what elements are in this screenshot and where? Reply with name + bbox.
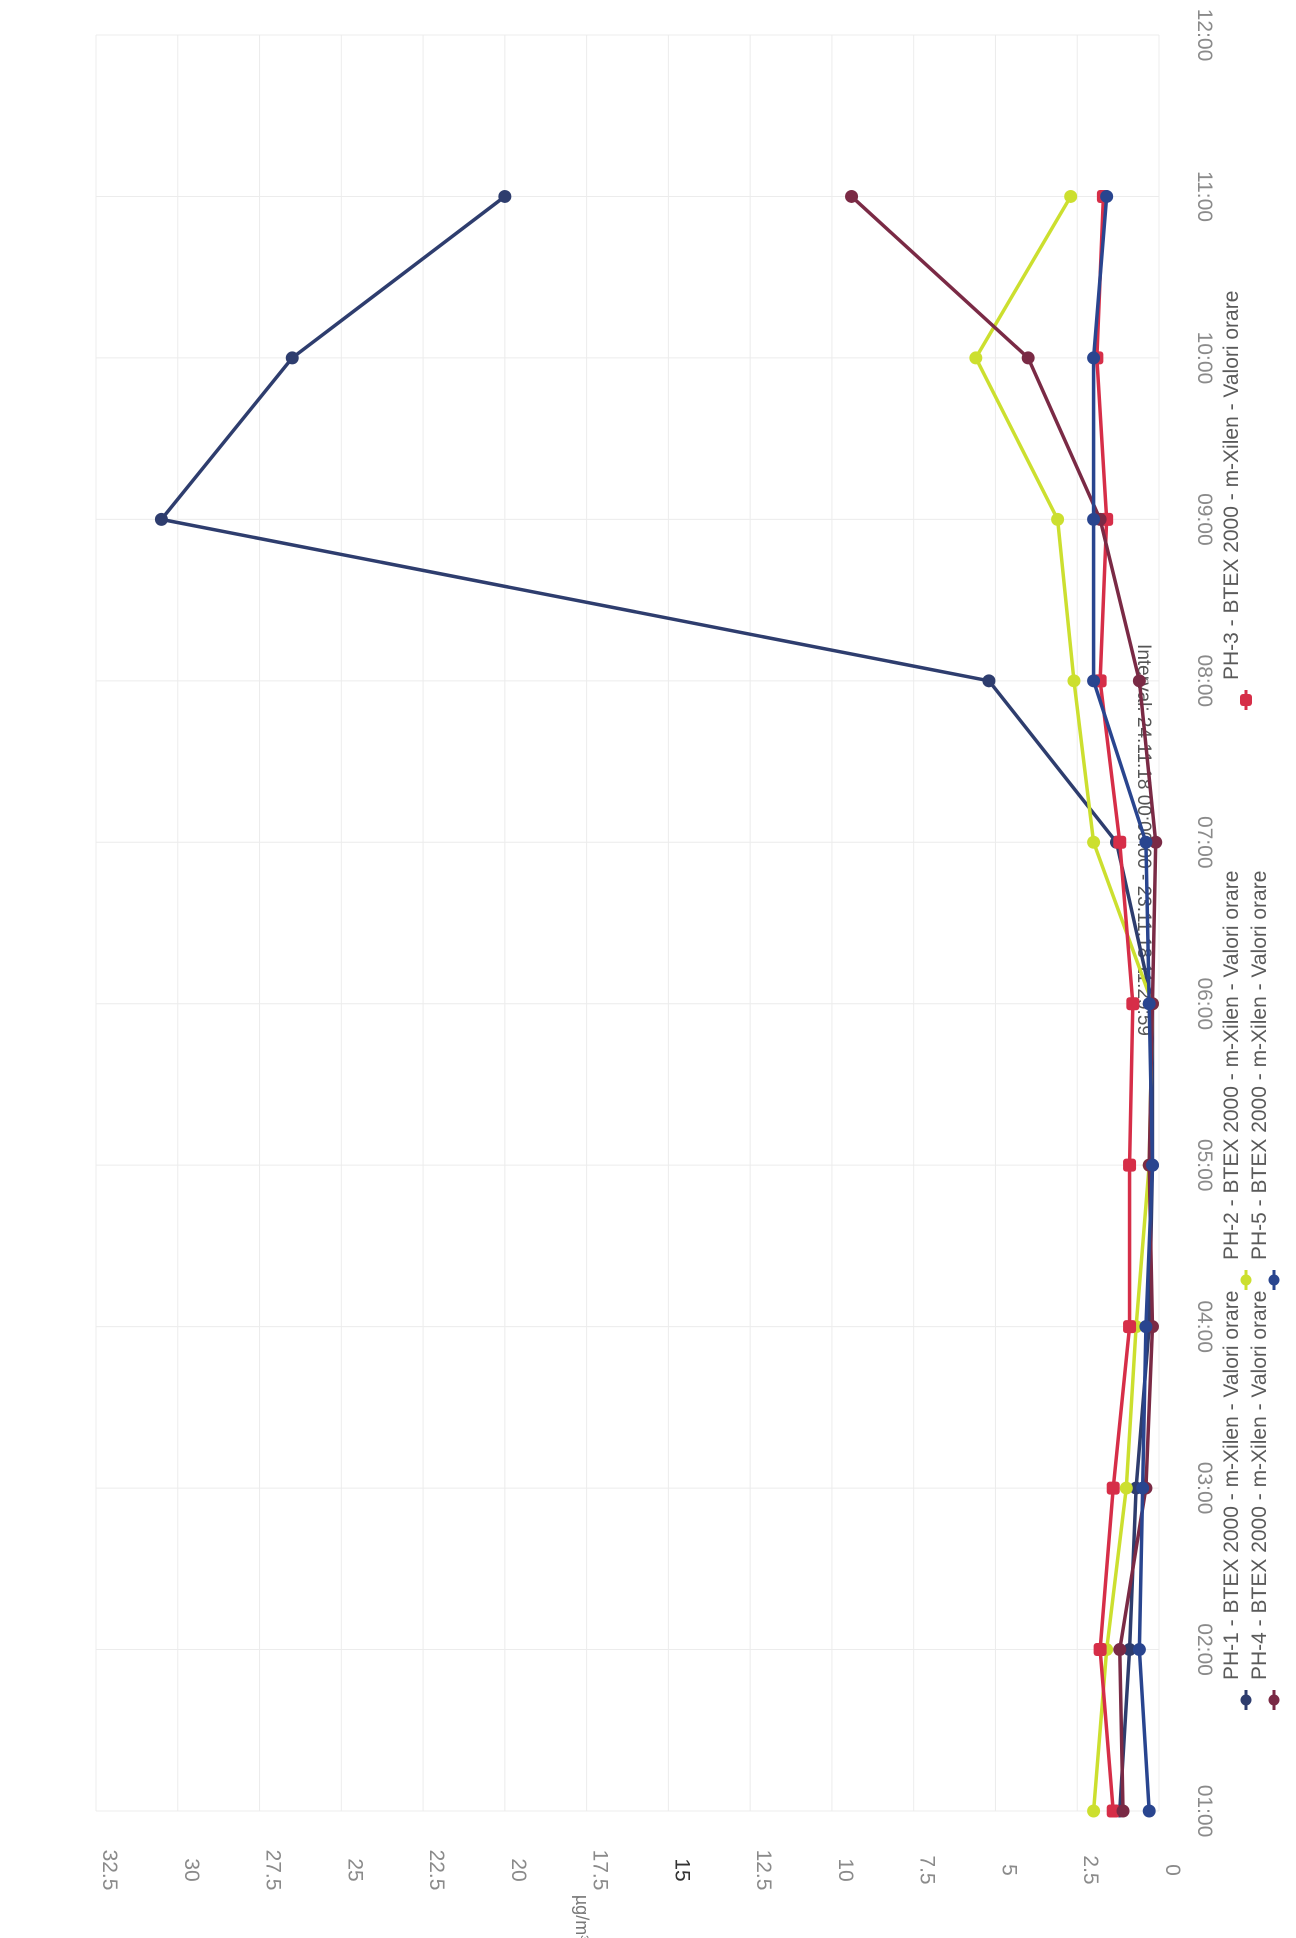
data-point [498, 189, 512, 203]
data-point [1136, 1481, 1150, 1495]
data-point [285, 351, 299, 365]
data-point [1142, 997, 1156, 1011]
x-tick-label: 01:00 [1193, 1785, 1216, 1838]
data-point [1051, 512, 1065, 526]
data-point [1100, 189, 1114, 203]
y-axis-ticks: 0 2.5 5 7.5 10 12.5 15 17.5 20 22.5 25 27.5 30 32.5 [98, 1850, 1184, 1891]
data-point [1113, 1643, 1127, 1657]
x-tick-label: 04:00 [1193, 1300, 1216, 1353]
y-tick-label: 17.5 [589, 1850, 612, 1891]
data-point [1123, 1320, 1137, 1334]
x-tick-label: 06:00 [1193, 977, 1216, 1030]
legend-swatch-marker [1240, 1274, 1252, 1286]
x-tick-label: 07:00 [1193, 816, 1216, 869]
grid-layer [95, 34, 1160, 1812]
data-point [845, 189, 859, 203]
y-tick-label: 2.5 [1079, 1855, 1102, 1884]
data-point [1145, 1158, 1159, 1172]
y-tick-label: 12.5 [752, 1850, 775, 1891]
data-point [1139, 835, 1153, 849]
legend-item: PH-1 - BTEX 2000 - m-Xilen - Valori orar… [1220, 1291, 1252, 1710]
data-point [154, 512, 168, 526]
legend-item: PH-3 - BTEX 2000 - m-Xilen - Valori orar… [1220, 291, 1252, 710]
legend-label: PH-1 - BTEX 2000 - m-Xilen - Valori orar… [1220, 1291, 1243, 1680]
legend-swatch-marker [1240, 1694, 1252, 1706]
x-tick-label: 12:00 [1193, 9, 1216, 62]
y-tick-label: 0 [1161, 1864, 1184, 1876]
x-tick-label: 09:00 [1193, 493, 1216, 546]
legend-item: PH-4 - BTEX 2000 - m-Xilen - Valori orar… [1248, 1291, 1280, 1710]
data-point [1106, 1481, 1120, 1495]
y-tick-label: 5 [997, 1864, 1020, 1876]
y-tick-label: 27.5 [262, 1850, 285, 1891]
data-point [1093, 1643, 1107, 1657]
data-point [1116, 1804, 1130, 1818]
y-axis-label: µg/m³ [572, 1895, 592, 1938]
x-tick-label: 02:00 [1193, 1623, 1216, 1676]
data-point [1142, 1804, 1156, 1818]
legend-label: PH-2 - BTEX 2000 - m-Xilen - Valori orar… [1220, 871, 1243, 1260]
series-layer [154, 189, 1163, 1818]
legend-swatch-marker [1268, 1694, 1280, 1706]
data-point [1067, 674, 1081, 688]
x-axis-ticks: 01:00 02:00 03:00 04:00 05:00 06:00 07:00 08:00… [1193, 9, 1216, 1838]
x-tick-label: 10:00 [1193, 332, 1216, 385]
data-point [1123, 1158, 1137, 1172]
legend-item: PH-2 - BTEX 2000 - m-Xilen - Valori orar… [1220, 871, 1252, 1290]
data-point [1123, 1643, 1137, 1657]
legend-label: PH-5 - BTEX 2000 - m-Xilen - Valori orar… [1248, 871, 1271, 1260]
data-point [1087, 1804, 1101, 1818]
y-tick-label: 10 [834, 1858, 857, 1881]
data-point [1087, 835, 1101, 849]
data-point [1132, 674, 1146, 688]
data-point [1087, 512, 1101, 526]
data-point [982, 674, 996, 688]
legend: PH-1 - BTEX 2000 - m-Xilen - Valori orar… [1220, 291, 1280, 1710]
data-point [1132, 1643, 1146, 1657]
y-tick-label: 15 [670, 1858, 693, 1881]
y-tick-label: 22.5 [425, 1850, 448, 1891]
legend-label: PH-4 - BTEX 2000 - m-Xilen - Valori orar… [1248, 1291, 1271, 1680]
legend-swatch-marker [1268, 1274, 1280, 1286]
y-tick-label: 20 [507, 1858, 530, 1881]
x-tick-label: 03:00 [1193, 1462, 1216, 1515]
series-5 [1087, 189, 1159, 1818]
data-point [1119, 1481, 1133, 1495]
x-tick-label: 08:00 [1193, 655, 1216, 708]
y-tick-label: 32.5 [98, 1850, 121, 1891]
data-point [1113, 835, 1127, 849]
x-tick-label: 05:00 [1193, 1139, 1216, 1192]
y-tick-label: 25 [343, 1858, 366, 1881]
data-point [1149, 835, 1163, 849]
x-tick-label: 11:00 [1193, 171, 1216, 222]
legend-item: PH-5 - BTEX 2000 - m-Xilen - Valori orar… [1248, 871, 1280, 1290]
data-point [1087, 351, 1101, 365]
y-tick-label: 30 [180, 1858, 203, 1881]
data-point [1139, 1320, 1153, 1334]
data-point [1126, 997, 1140, 1011]
legend-label: PH-3 - BTEX 2000 - m-Xilen - Valori orar… [1220, 291, 1243, 680]
legend-swatch-marker [1240, 694, 1252, 706]
data-point [1064, 189, 1078, 203]
data-point [1021, 351, 1035, 365]
y-tick-label: 7.5 [916, 1855, 939, 1884]
data-point [1087, 674, 1101, 688]
data-point [1106, 1804, 1120, 1818]
data-point [969, 351, 983, 365]
